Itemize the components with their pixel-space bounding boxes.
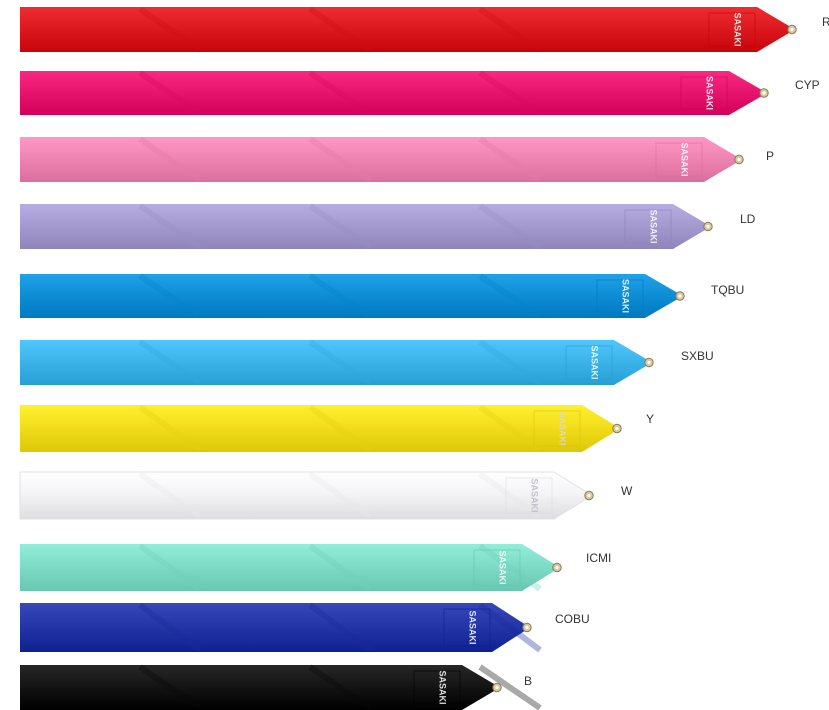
brand-logo: SASAKI xyxy=(621,279,631,313)
brand-logo: SASAKI xyxy=(733,12,743,46)
ribbon-code-label: LD xyxy=(740,212,756,226)
tip-seam xyxy=(505,477,553,514)
brand-logo: SASAKI xyxy=(649,209,659,243)
ribbon-body xyxy=(20,603,530,652)
fabric-fold xyxy=(138,203,202,250)
ribbon-code-label: CYP xyxy=(795,78,820,92)
fabric-fold xyxy=(138,6,202,53)
fabric-fold xyxy=(308,602,372,653)
grommet-hole xyxy=(737,157,741,162)
brand-logo: SASAKI xyxy=(530,478,540,512)
brand-logo: SASAKI xyxy=(680,142,690,176)
fabric-fold xyxy=(478,273,542,319)
fabric-fold xyxy=(308,70,372,116)
ribbon-w: SASAKI xyxy=(19,471,594,520)
ribbon-body xyxy=(20,7,795,52)
fabric-fold xyxy=(308,543,372,592)
fabric-fold xyxy=(478,404,542,453)
ribbon-body xyxy=(20,405,620,452)
brand-logo: SASAKI xyxy=(590,345,600,379)
fabric-fold xyxy=(308,203,372,250)
fabric-fold xyxy=(478,203,542,250)
tip-seam xyxy=(443,608,491,647)
brand-logo: SASAKI xyxy=(468,610,478,644)
ribbon-tqbu: SASAKI xyxy=(20,273,685,319)
tip-seam xyxy=(565,345,613,380)
grommet-hole xyxy=(762,91,766,95)
grommet-hole xyxy=(555,565,559,570)
fabric-fold xyxy=(138,602,202,653)
fabric-fold xyxy=(138,471,202,520)
tip-seam xyxy=(413,670,461,705)
ribbon-body xyxy=(20,274,683,318)
brand-logo: SASAKI xyxy=(498,550,508,584)
fabric-fold xyxy=(138,273,202,319)
ribbon-body xyxy=(19,471,593,520)
fabric-fold xyxy=(308,339,372,386)
ribbon-code-label: TQBU xyxy=(711,283,745,297)
grommet-hole xyxy=(790,27,794,32)
ribbon-code-label: Y xyxy=(646,412,655,426)
grommet-hole xyxy=(495,685,499,690)
ribbon-code-label: B xyxy=(524,674,533,688)
ribbon-ld: SASAKI xyxy=(20,203,713,250)
ribbon-code-label: R xyxy=(822,15,829,29)
fabric-fold xyxy=(308,136,372,183)
fabric-fold xyxy=(478,664,542,710)
ribbon-cobu: SASAKI xyxy=(20,602,542,653)
fabric-fold xyxy=(478,471,542,520)
fabric-fold xyxy=(478,136,542,183)
ribbon-b: SASAKI xyxy=(20,664,542,710)
fabric-fold xyxy=(138,70,202,116)
tip-seam xyxy=(655,142,703,177)
ribbon-r: SASAKI xyxy=(20,6,797,53)
fabric-fold xyxy=(478,6,542,53)
ribbon-body xyxy=(20,665,500,710)
tip-seam xyxy=(596,279,644,313)
fabric-fold xyxy=(308,273,372,319)
fabric-fold xyxy=(138,339,202,386)
brand-logo: SASAKI xyxy=(438,670,448,704)
fabric-fold xyxy=(478,339,542,386)
fabric-fold xyxy=(138,543,202,592)
tip-seam xyxy=(533,410,581,447)
grommet-hole xyxy=(706,224,710,229)
grommet-hole xyxy=(678,294,682,298)
ribbon-code-label: ICMI xyxy=(586,551,612,565)
ribbon-body xyxy=(20,340,652,385)
grommet-hole xyxy=(647,360,651,365)
ribbon-body xyxy=(20,204,711,249)
fabric-fold xyxy=(308,404,372,453)
grommet-hole xyxy=(587,493,591,498)
fabric-fold xyxy=(308,664,372,710)
fabric-fold xyxy=(138,136,202,183)
grommet-hole xyxy=(525,625,529,630)
tip-seam xyxy=(680,76,728,110)
ribbon-code-label: SXBU xyxy=(681,349,714,363)
ribbon-code-label: P xyxy=(766,149,775,163)
fabric-fold xyxy=(308,6,372,53)
ribbon-sxbu: SASAKI xyxy=(20,339,654,386)
ribbon-body xyxy=(20,544,560,591)
tip-seam xyxy=(708,12,756,47)
brand-logo: SASAKI xyxy=(558,411,568,445)
tip-seam xyxy=(624,209,672,244)
grommet-hole xyxy=(615,426,619,431)
ribbon-icmi: SASAKI xyxy=(20,543,562,592)
ribbon-code-label: W xyxy=(621,484,633,498)
ribbon-body xyxy=(20,71,767,115)
ribbon-body xyxy=(20,137,742,182)
fabric-fold xyxy=(138,664,202,710)
fabric-fold xyxy=(478,543,542,592)
fabric-fold xyxy=(138,404,202,453)
tip-seam xyxy=(473,549,521,586)
fabric-fold xyxy=(308,471,372,520)
ribbon-cyp: SASAKI xyxy=(20,70,769,116)
ribbon-code-label: COBU xyxy=(555,612,590,626)
ribbon-p: SASAKI xyxy=(20,136,744,183)
fabric-fold xyxy=(478,70,542,116)
brand-logo: SASAKI xyxy=(705,76,715,110)
ribbon-y: SASAKI xyxy=(20,404,622,453)
